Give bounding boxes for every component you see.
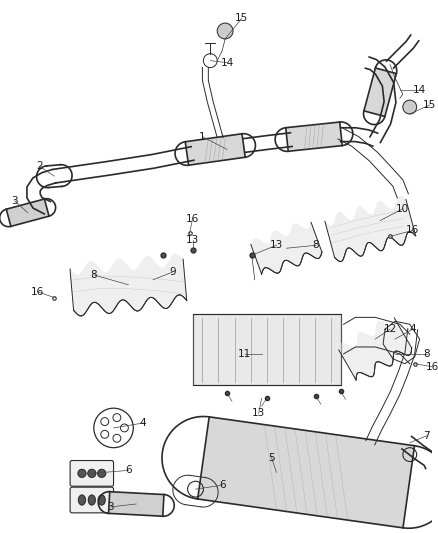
- Polygon shape: [198, 417, 414, 528]
- Text: 16: 16: [426, 362, 438, 372]
- Text: 12: 12: [383, 324, 397, 334]
- Text: 6: 6: [219, 480, 226, 490]
- Text: 14: 14: [220, 58, 234, 68]
- Polygon shape: [251, 222, 322, 274]
- Text: 14: 14: [413, 85, 426, 95]
- Text: 5: 5: [268, 453, 275, 463]
- Circle shape: [98, 470, 106, 478]
- Ellipse shape: [88, 495, 95, 505]
- Text: 8: 8: [313, 240, 319, 251]
- Text: 4: 4: [410, 324, 416, 334]
- Text: 11: 11: [238, 349, 251, 359]
- Polygon shape: [364, 68, 396, 117]
- Text: 2: 2: [36, 161, 43, 171]
- Ellipse shape: [78, 495, 85, 505]
- Circle shape: [217, 23, 233, 39]
- Text: 6: 6: [125, 465, 132, 475]
- Text: 13: 13: [186, 236, 199, 245]
- Text: 16: 16: [406, 225, 419, 236]
- Text: 1: 1: [199, 132, 206, 142]
- Polygon shape: [339, 318, 412, 380]
- Polygon shape: [325, 196, 416, 262]
- Text: 4: 4: [140, 418, 146, 428]
- FancyBboxPatch shape: [193, 314, 341, 385]
- Text: 3: 3: [11, 196, 18, 206]
- Circle shape: [88, 470, 96, 478]
- Text: 10: 10: [396, 204, 410, 214]
- Text: 8: 8: [91, 270, 97, 280]
- Text: 15: 15: [235, 13, 248, 23]
- Text: 8: 8: [423, 349, 430, 359]
- Circle shape: [78, 470, 86, 478]
- Polygon shape: [286, 122, 342, 151]
- Text: 15: 15: [423, 100, 436, 110]
- Text: 16: 16: [31, 287, 44, 297]
- Polygon shape: [6, 199, 49, 227]
- Text: 13: 13: [270, 240, 283, 251]
- Text: 13: 13: [252, 408, 265, 418]
- FancyBboxPatch shape: [70, 461, 113, 486]
- Polygon shape: [185, 134, 245, 165]
- Text: 3: 3: [107, 502, 114, 512]
- FancyBboxPatch shape: [70, 487, 113, 513]
- Text: 7: 7: [423, 431, 430, 441]
- Ellipse shape: [98, 495, 105, 505]
- Polygon shape: [70, 254, 187, 316]
- Text: 9: 9: [170, 267, 176, 277]
- Text: 16: 16: [186, 214, 199, 224]
- Polygon shape: [109, 492, 164, 516]
- Circle shape: [403, 100, 417, 114]
